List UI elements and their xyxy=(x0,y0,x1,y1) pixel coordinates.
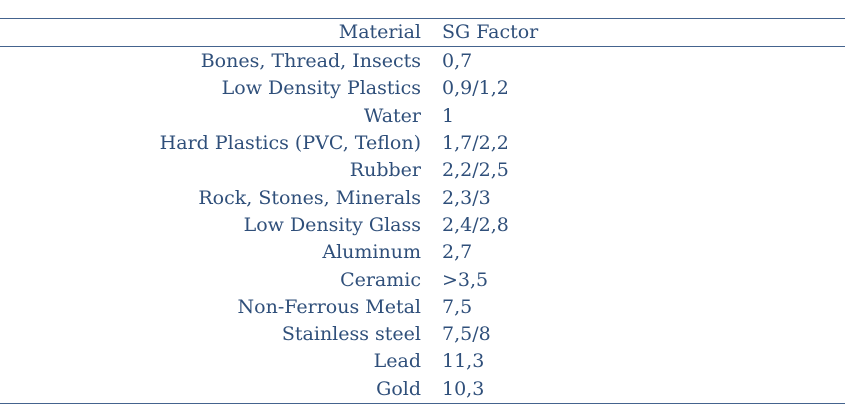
table-row: Gold 10,3 xyxy=(0,376,845,403)
sg-factor-cell: 2,3/3 xyxy=(442,186,491,209)
sg-factor-cell: 2,2/2,5 xyxy=(442,159,509,182)
sg-factor-cell: 11,3 xyxy=(442,350,485,373)
sg-factor-cell: 2,4/2,8 xyxy=(442,213,509,236)
table-row: Non-Ferrous Metal 7,5 xyxy=(0,294,845,321)
material-cell: Lead xyxy=(373,350,421,373)
material-cell: Gold xyxy=(376,377,421,400)
table-row: Low Density Plastics 0,9/1,2 xyxy=(0,75,845,102)
material-cell: Aluminum xyxy=(322,241,421,264)
sg-factor-cell: 2,7 xyxy=(442,241,473,264)
material-cell: Ceramic xyxy=(340,268,421,291)
sg-factor-cell: 0,7 xyxy=(442,50,473,73)
header-sg-factor: SG Factor xyxy=(442,21,539,43)
material-cell: Hard Plastics (PVC, Teflon) xyxy=(159,132,421,155)
material-cell: Water xyxy=(363,104,421,127)
material-cell: Rubber xyxy=(349,159,421,182)
material-cell: Non-Ferrous Metal xyxy=(237,295,421,318)
table-row: Ceramic >3,5 xyxy=(0,266,845,293)
sg-factor-cell: 10,3 xyxy=(442,377,485,400)
sg-factor-cell: 1,7/2,2 xyxy=(442,132,509,155)
table-row: Rubber 2,2/2,5 xyxy=(0,157,845,184)
table-row: Bones, Thread, Insects 0,7 xyxy=(0,48,845,75)
table-row: Rock, Stones, Minerals 2,3/3 xyxy=(0,184,845,211)
material-cell: Bones, Thread, Insects xyxy=(200,50,421,73)
sg-factor-table: Material SG Factor Bones, Thread, Insect… xyxy=(0,18,845,404)
table-row: Aluminum 2,7 xyxy=(0,239,845,266)
sg-factor-cell: 7,5 xyxy=(442,295,473,318)
table-row: Lead 11,3 xyxy=(0,348,845,375)
header-material: Material xyxy=(338,21,421,43)
material-cell: Low Density Plastics xyxy=(221,77,421,100)
table-header-row: Material SG Factor xyxy=(0,19,845,47)
table-row: Low Density Glass 2,4/2,8 xyxy=(0,212,845,239)
material-cell: Rock, Stones, Minerals xyxy=(198,186,421,209)
sg-factor-cell: 1 xyxy=(442,104,455,127)
table-row: Water 1 xyxy=(0,103,845,130)
sg-factor-cell: 7,5/8 xyxy=(442,323,491,346)
sg-factor-cell: >3,5 xyxy=(442,268,489,291)
material-cell: Stainless steel xyxy=(281,323,421,346)
table-body: Bones, Thread, Insects 0,7 Low Density Pla… xyxy=(0,47,845,403)
material-cell: Low Density Glass xyxy=(243,213,421,236)
table-row: Hard Plastics (PVC, Teflon) 1,7/2,2 xyxy=(0,130,845,157)
table-row: Stainless steel 7,5/8 xyxy=(0,321,845,348)
sg-factor-cell: 0,9/1,2 xyxy=(442,77,509,100)
